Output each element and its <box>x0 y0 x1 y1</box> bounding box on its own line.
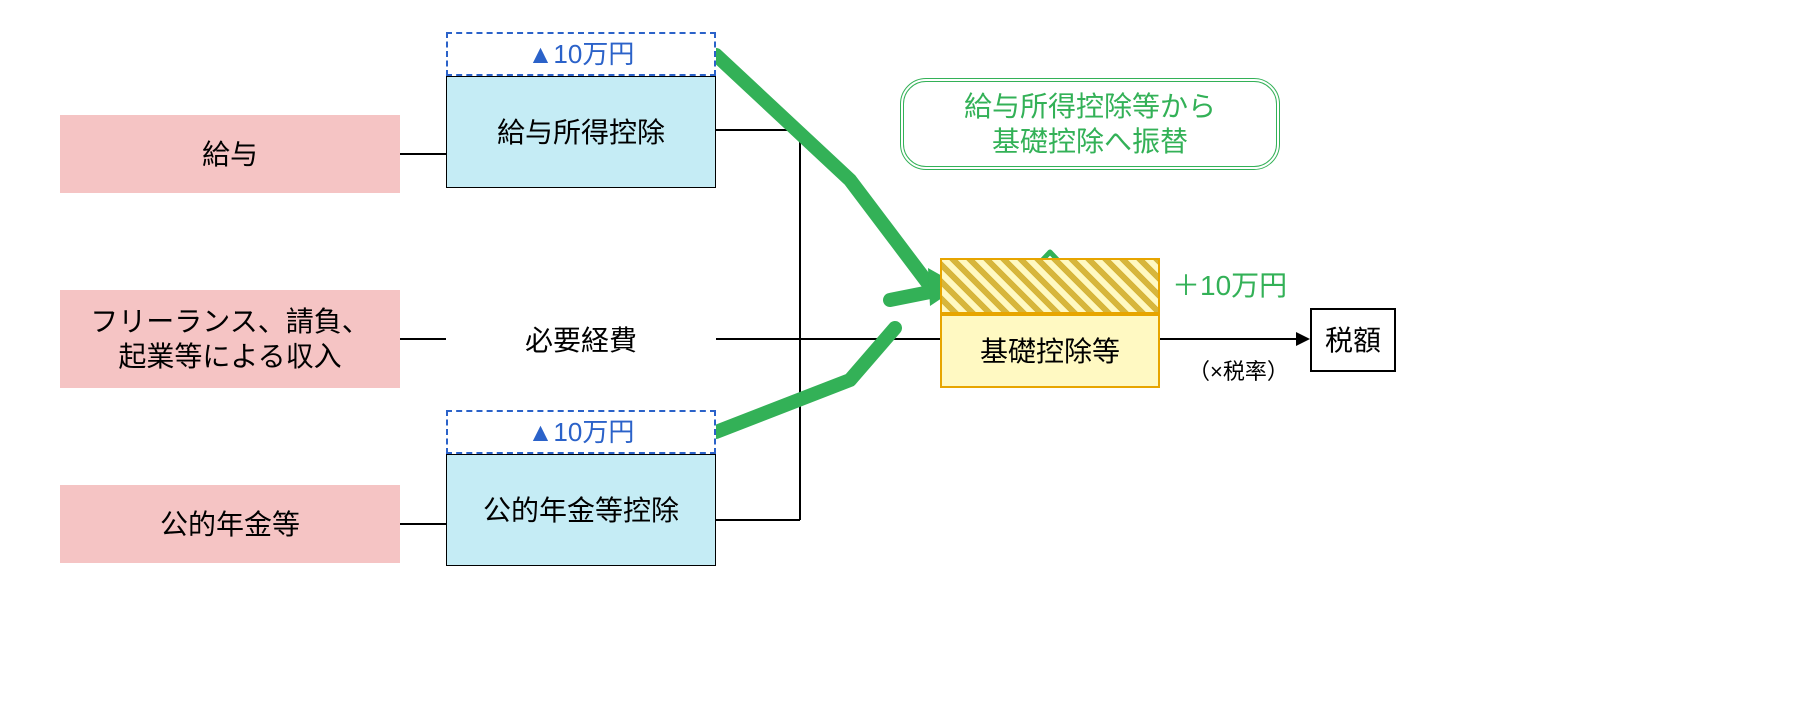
base-deduction-body: 基礎控除等 <box>940 314 1160 388</box>
salary-deduction-strip-label: ▲10万円 <box>528 38 635 71</box>
pension-deduction-body: 公的年金等控除 <box>446 454 716 566</box>
source-pension: 公的年金等 <box>60 485 400 563</box>
tax-box: 税額 <box>1310 308 1396 372</box>
expense-label: 必要経費 <box>525 323 637 358</box>
pension-deduction-strip-label: ▲10万円 <box>528 416 635 449</box>
tax-box-label: 税額 <box>1325 323 1381 358</box>
plus-10man-label: ＋10万円 <box>1172 268 1287 303</box>
plus-10man: ＋10万円 <box>1172 268 1287 303</box>
tax-rate-note: （×税率） <box>1188 358 1289 386</box>
base-deduction-body-label: 基礎控除等 <box>980 334 1120 369</box>
source-pension-label: 公的年金等 <box>160 507 300 542</box>
source-freelance: フリーランス、請負、 起業等による収入 <box>60 290 400 388</box>
source-freelance-label: フリーランス、請負、 起業等による収入 <box>90 304 369 374</box>
expense-label-box: 必要経費 <box>446 318 716 362</box>
salary-deduction-strip: ▲10万円 <box>446 32 716 76</box>
source-salary: 給与 <box>60 115 400 193</box>
tax-rate-note-label: （×税率） <box>1188 358 1289 386</box>
salary-deduction-body-label: 給与所得控除 <box>497 115 665 150</box>
salary-deduction-body: 給与所得控除 <box>446 76 716 188</box>
source-salary-label: 給与 <box>202 137 258 172</box>
base-deduction-strip <box>940 258 1160 314</box>
transfer-callout: 給与所得控除等から 基礎控除へ振替 <box>900 78 1280 170</box>
pension-deduction-strip: ▲10万円 <box>446 410 716 454</box>
transfer-callout-text: 給与所得控除等から 基礎控除へ振替 <box>964 89 1216 159</box>
pension-deduction-body-label: 公的年金等控除 <box>483 493 679 528</box>
